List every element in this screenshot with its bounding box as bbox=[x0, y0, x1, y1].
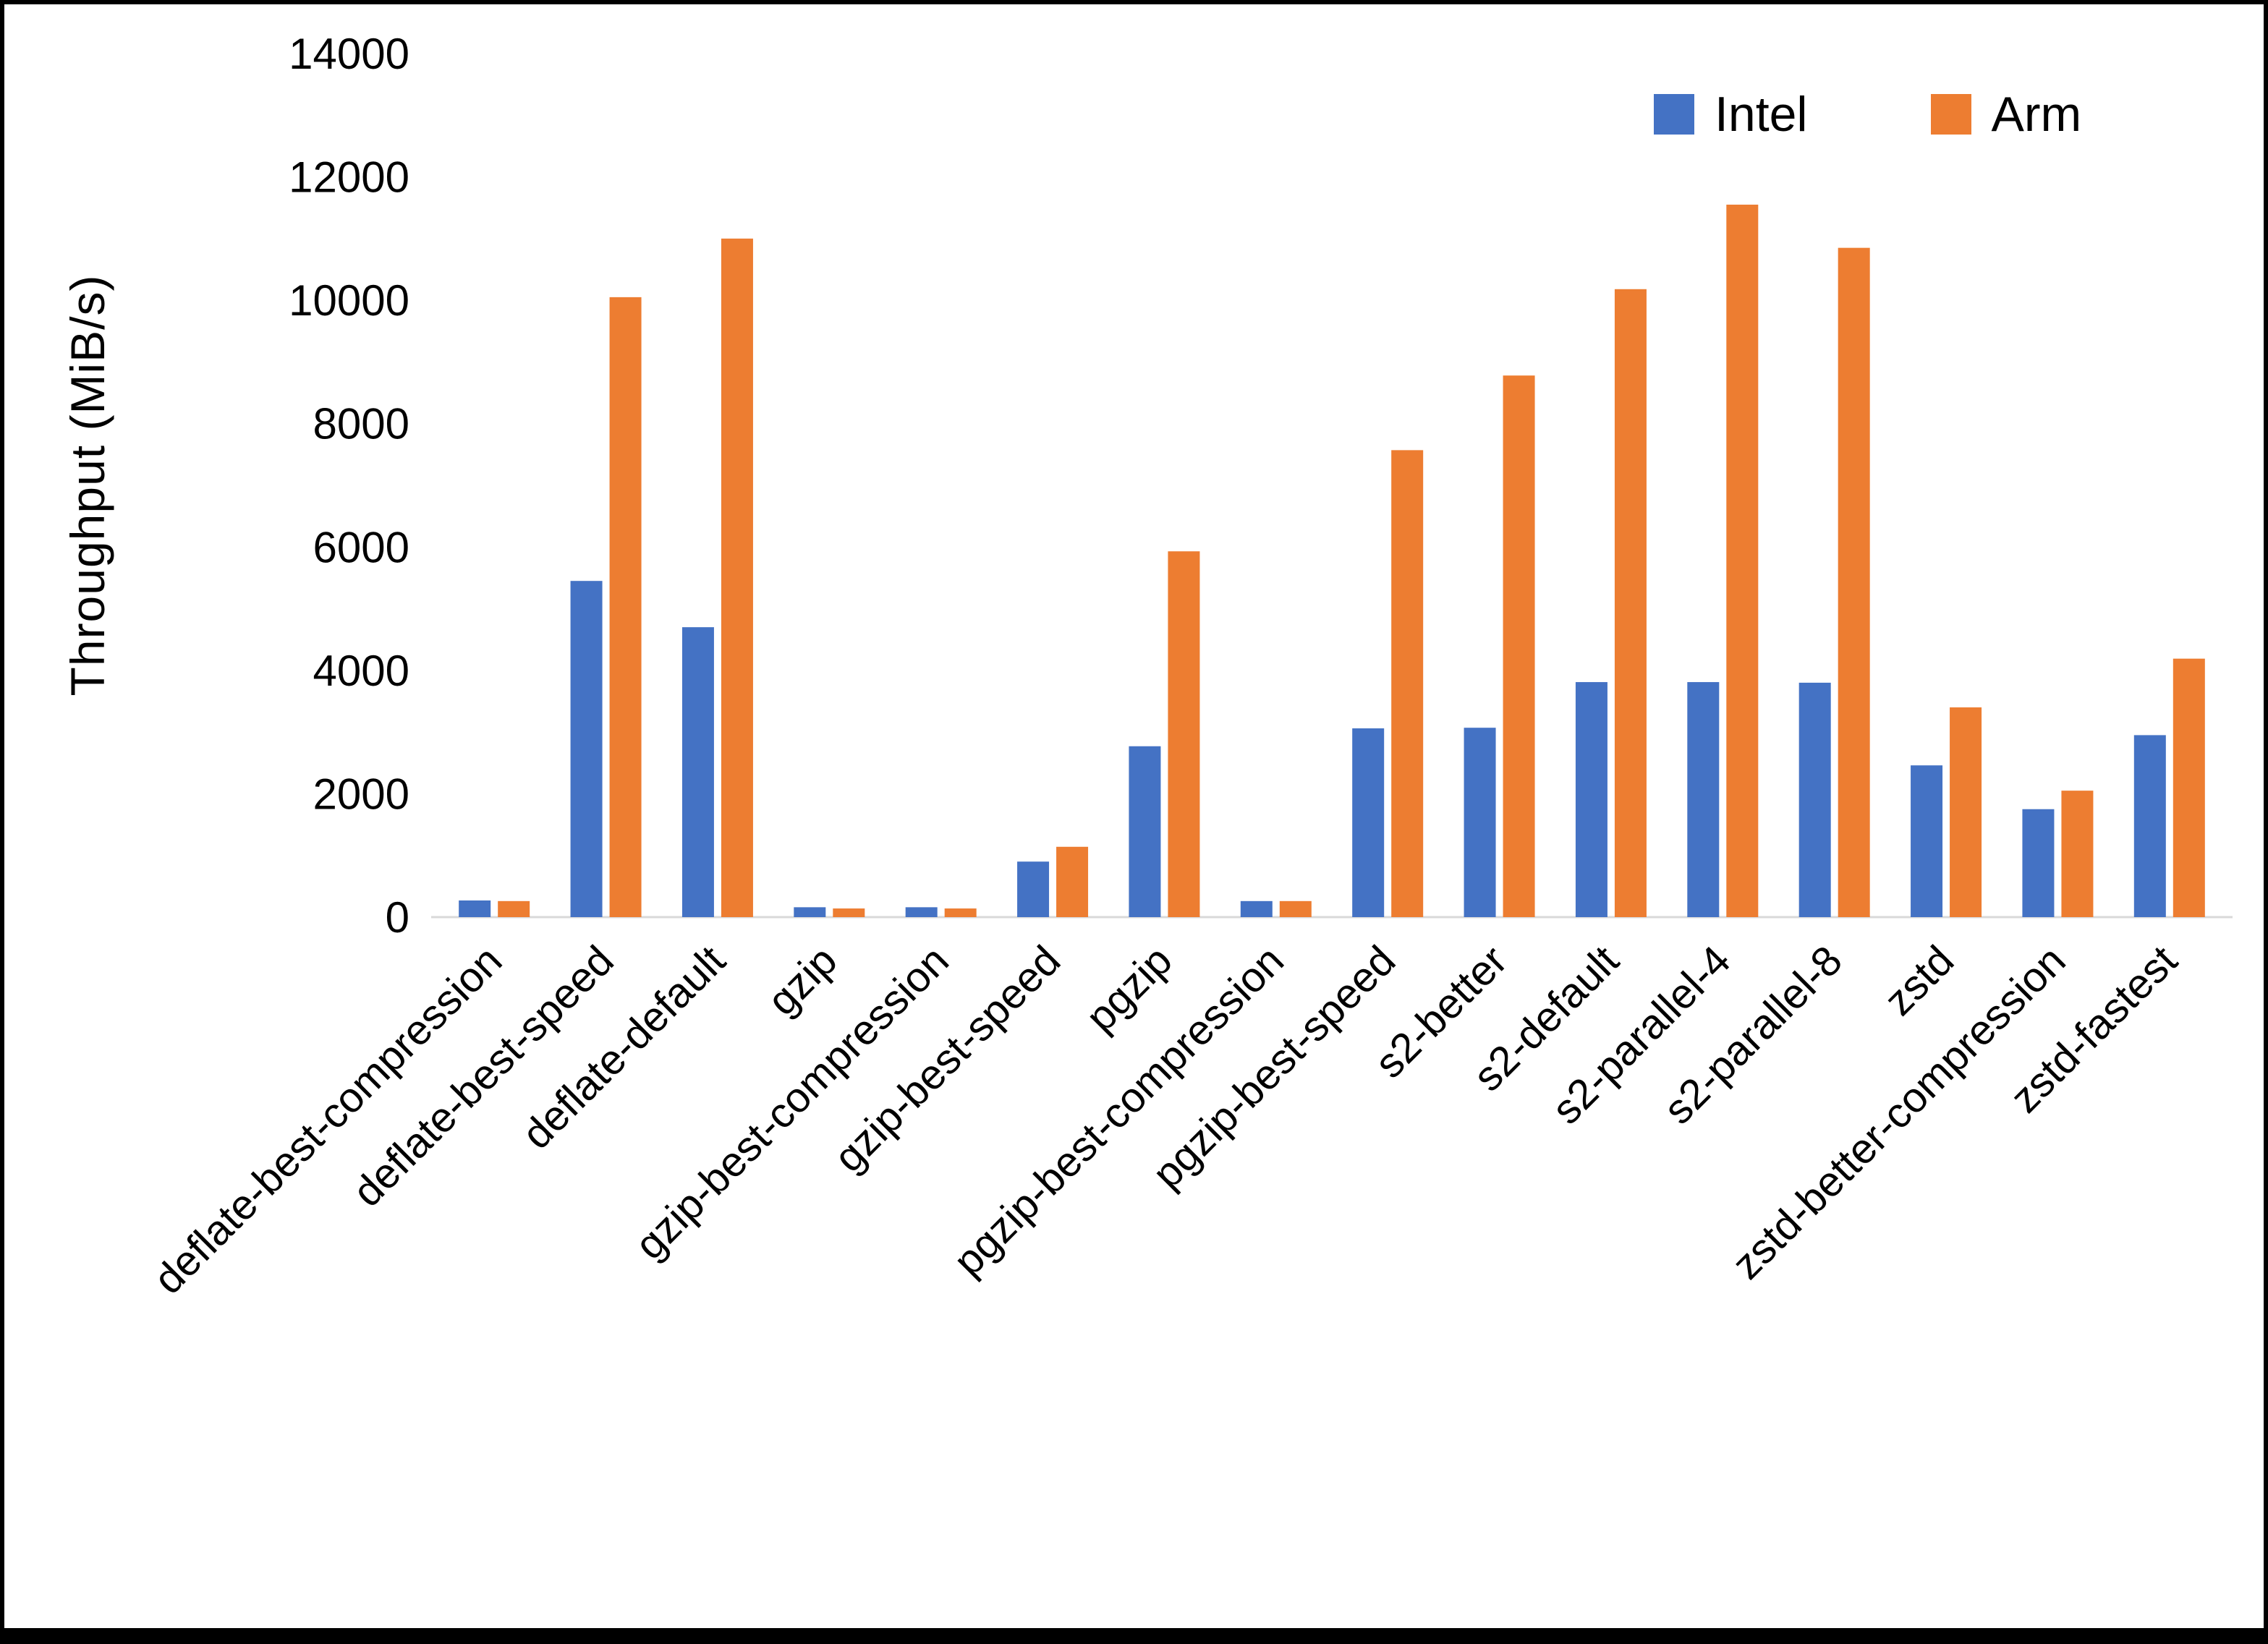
bar-arm-zstd-better-compression bbox=[2061, 791, 2094, 917]
x-axis-tick-label: gzip bbox=[758, 937, 846, 1024]
legend-swatch-intel bbox=[1654, 94, 1694, 135]
y-axis-tick-label: 0 bbox=[386, 893, 409, 942]
bar-intel-gzip-best-compression bbox=[905, 907, 938, 917]
y-axis-tick-label: 10000 bbox=[289, 276, 409, 325]
x-axis-tick-label: pgzip bbox=[1077, 937, 1181, 1041]
bar-intel-pgzip bbox=[1129, 746, 1161, 917]
bar-intel-gzip-best-speed bbox=[1017, 861, 1050, 917]
bar-arm-pgzip bbox=[1168, 551, 1200, 917]
y-axis-tick-label: 8000 bbox=[313, 400, 409, 448]
bar-arm-deflate-best-speed bbox=[609, 297, 642, 918]
bar-intel-pgzip-best-compression bbox=[1240, 900, 1273, 917]
bar-intel-deflate-default bbox=[681, 627, 714, 917]
bar-arm-deflate-best-compression bbox=[498, 900, 530, 917]
bar-arm-gzip-best-compression bbox=[944, 908, 977, 917]
y-axis-tick-label: 12000 bbox=[289, 153, 409, 202]
bar-arm-s2-parallel-4 bbox=[1726, 204, 1759, 917]
legend: Intel Arm bbox=[1654, 90, 2081, 139]
legend-label-intel: Intel bbox=[1715, 87, 1808, 142]
bar-intel-zstd bbox=[1911, 765, 1943, 917]
bar-intel-deflate-best-compression bbox=[459, 900, 491, 917]
bar-intel-zstd-fastest bbox=[2133, 735, 2166, 917]
bar-arm-pgzip-best-speed bbox=[1391, 450, 1424, 917]
x-axis-tick-label: zstd bbox=[1875, 937, 1963, 1024]
bar-arm-s2-default bbox=[1614, 289, 1647, 917]
legend-swatch-arm bbox=[1930, 94, 1971, 135]
bar-arm-gzip-best-speed bbox=[1056, 846, 1089, 917]
bar-intel-zstd-better-compression bbox=[2022, 809, 2055, 917]
bar-intel-s2-parallel-4 bbox=[1687, 682, 1720, 917]
bar-intel-s2-parallel-8 bbox=[1798, 682, 1831, 917]
plot-area: 0 2000 4000 6000 8000 10000 12000 14000 deflate-… bbox=[145, 30, 2233, 1303]
y-axis-tick-label: 2000 bbox=[313, 770, 409, 818]
bar-intel-deflate-best-speed bbox=[570, 581, 603, 917]
y-axis-tick-label: 14000 bbox=[289, 30, 409, 78]
x-axis-tick-label: deflate-default bbox=[513, 937, 734, 1158]
bar-arm-deflate-default bbox=[721, 238, 753, 917]
bar-arm-zstd bbox=[1950, 707, 1982, 917]
bar-arm-zstd-fastest bbox=[2173, 658, 2205, 917]
bar-intel-gzip bbox=[794, 907, 826, 917]
bar-intel-s2-default bbox=[1575, 682, 1607, 917]
bar-arm-pgzip-best-compression bbox=[1279, 900, 1312, 917]
legend-label-arm: Arm bbox=[1991, 87, 2082, 142]
bar-intel-s2-better bbox=[1464, 728, 1496, 917]
bar-intel-pgzip-best-speed bbox=[1352, 728, 1385, 917]
y-axis-tick-label: 6000 bbox=[313, 523, 409, 571]
y-axis-tick-label: 4000 bbox=[313, 647, 409, 695]
bar-arm-s2-parallel-8 bbox=[1838, 247, 1870, 917]
bar-arm-s2-better bbox=[1503, 375, 1535, 917]
bar-arm-gzip bbox=[833, 908, 865, 917]
bottom-border bbox=[4, 1628, 2264, 1640]
